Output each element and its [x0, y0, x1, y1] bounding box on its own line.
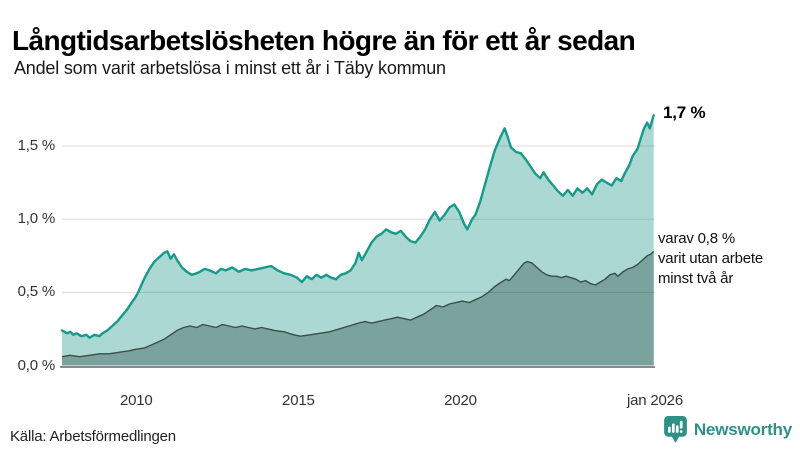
y-axis-tick-label: 1,0 % — [17, 210, 56, 228]
series-twoyear-line — [61, 250, 655, 358]
y-axis-tick-label: 1,5 % — [17, 137, 56, 154]
chart-title: Långtidsarbetslösheten högre än för ett … — [12, 24, 636, 56]
x-axis-tick-label: 2015 — [282, 392, 315, 409]
newsworthy-brand-name: Newsworthy — [693, 419, 792, 439]
series-twoyear-annotation: varav 0,8 % varit utan arbete minst två … — [658, 229, 798, 289]
chart-subtitle: Andel som varit arbetslösa i minst ett å… — [14, 58, 446, 78]
y-axis-tick-label: 0,0 % — [17, 356, 56, 374]
x-axis-tick-label: jan 2026 — [627, 392, 683, 409]
series-total-line — [60, 114, 655, 339]
newsworthy-brand-link[interactable]: Newsworthy — [663, 415, 792, 444]
source-note: Källa: Arbetsförmedlingen — [10, 428, 176, 445]
y-axis-tick-label: 0,5 % — [17, 283, 56, 301]
gridlines — [62, 145, 655, 293]
x-axis-tick-label: 2020 — [444, 392, 477, 409]
annotation-line: minst två år — [658, 270, 734, 287]
newsworthy-logo-icon — [663, 416, 687, 443]
x-axis-tick-label: 2010 — [119, 392, 153, 409]
annotation-line: varit utan arbete — [658, 250, 763, 267]
annotation-line: varav 0,8 % — [658, 230, 736, 247]
series-total-end-label: 1,7 % — [663, 103, 706, 122]
